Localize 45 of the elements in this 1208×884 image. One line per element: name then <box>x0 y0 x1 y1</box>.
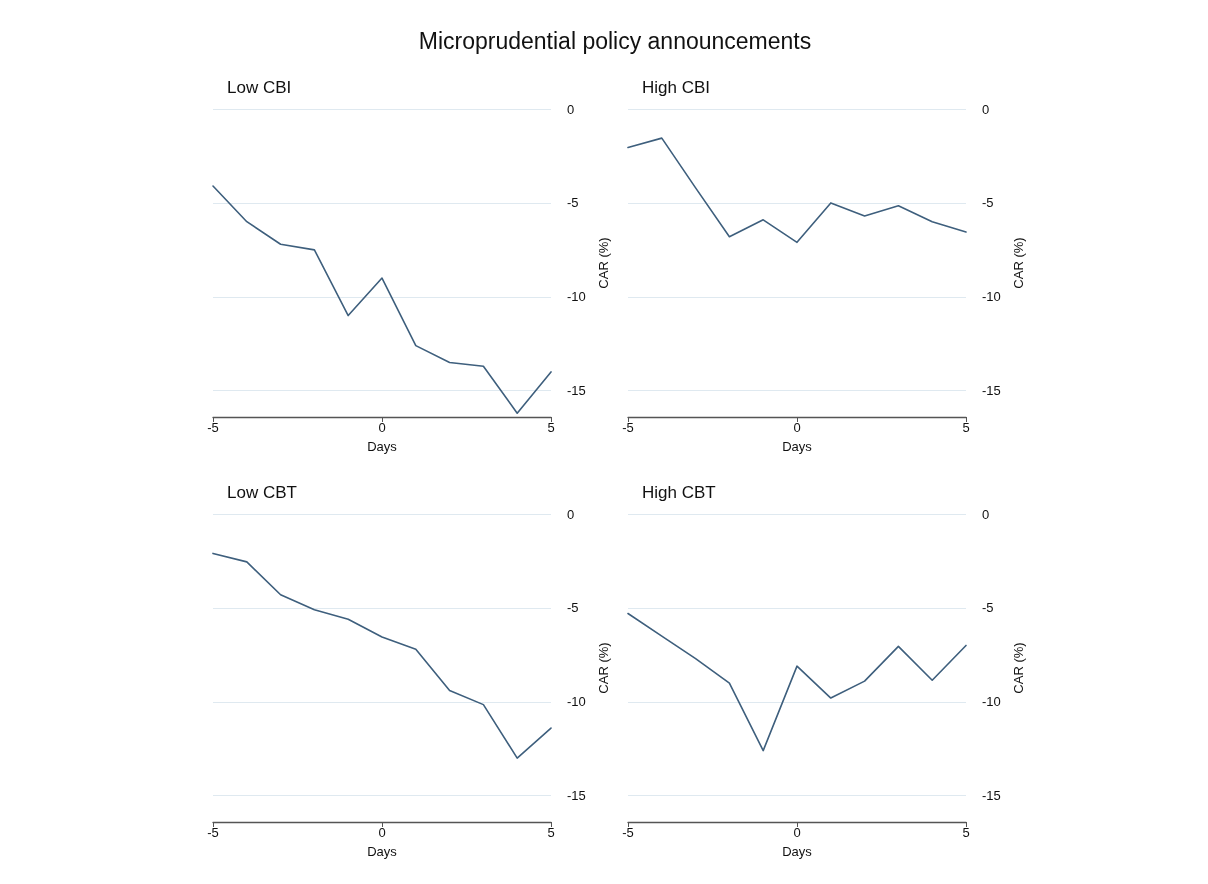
x-tick-label: 0 <box>378 420 386 435</box>
chart-title: Low CBI <box>227 78 292 97</box>
chart-title: High CBT <box>642 483 716 502</box>
line-series <box>627 137 967 244</box>
text: Microprudential policy announcements <box>417 28 813 55</box>
y-tick-label: -15 <box>567 383 586 399</box>
y-tick-label: -10 <box>982 289 1001 305</box>
y-tick-label: -5 <box>982 195 994 211</box>
x-tick-label: -5 <box>622 420 634 435</box>
y-axis-title: CAR (%) <box>595 642 611 694</box>
y-tick-label: 0 <box>982 506 990 522</box>
x-tick-label: 5 <box>962 825 970 840</box>
x-tick-label: 0 <box>793 825 801 840</box>
x-axis-title: Days <box>367 844 398 859</box>
x-tick-label: -5 <box>622 825 634 840</box>
y-tick-label: -10 <box>567 694 586 710</box>
y-axis-title: CAR (%) <box>1010 642 1026 694</box>
y-tick-label: -5 <box>567 195 579 211</box>
y-tick-label: -15 <box>982 788 1001 804</box>
y-tick-label: 0 <box>982 101 990 117</box>
x-axis-title: Days <box>367 439 398 454</box>
x-tick-label: 5 <box>962 420 970 435</box>
x-tick-label: 5 <box>547 420 555 435</box>
x-tick-label: 0 <box>378 825 386 840</box>
line-series <box>212 552 552 759</box>
line-series <box>627 612 967 752</box>
x-tick-label: 5 <box>547 825 555 840</box>
y-tick-label: 0 <box>567 101 575 117</box>
x-axis-title: Days <box>782 439 813 454</box>
y-tick-label: -15 <box>567 788 586 804</box>
x-tick-label: -5 <box>207 420 219 435</box>
y-tick-label: -10 <box>982 694 1001 710</box>
y-axis-title: CAR (%) <box>1010 237 1026 289</box>
y-tick-label: 0 <box>567 506 575 522</box>
y-tick-label: -5 <box>567 600 579 616</box>
y-tick-label: -5 <box>982 600 994 616</box>
y-axis-title: CAR (%) <box>595 237 611 289</box>
x-axis-title: Days <box>782 844 813 859</box>
chart-title: High CBI <box>642 78 711 97</box>
y-tick-label: -15 <box>982 383 1001 399</box>
x-tick-label: -5 <box>207 825 219 840</box>
x-tick-label: 0 <box>793 420 801 435</box>
chart-title: Low CBT <box>227 483 297 502</box>
y-tick-label: -10 <box>567 289 586 305</box>
line-series <box>212 185 552 415</box>
